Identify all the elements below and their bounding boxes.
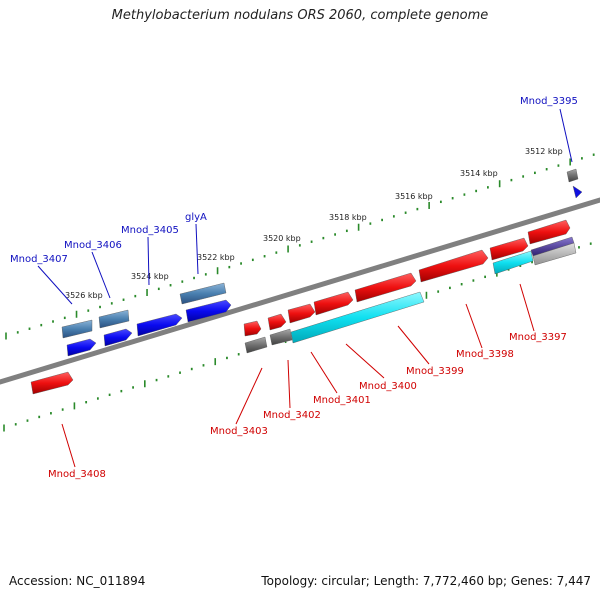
gene-label-mnod-3399[interactable]: Mnod_3399 [406,366,464,377]
accession-label: Accession: NC_011894 [9,574,146,588]
gene-label-mnod-3400[interactable]: Mnod_3400 [359,381,417,392]
genome-backbone [0,197,600,385]
gene-arrow-cyan[interactable] [492,250,534,275]
gene-label-mnod-3397[interactable]: Mnod_3397 [509,332,567,343]
scale-label-3514: 3514 kbp [460,169,498,178]
gene-arrow-blue[interactable] [136,313,183,337]
scale-label-3512: 3512 kbp [525,147,563,156]
gene-label-mnod-3398[interactable]: Mnod_3398 [456,349,514,360]
gene-arrow-red[interactable] [30,371,74,395]
scale-label-3518: 3518 kbp [329,213,367,222]
scale-label-3520: 3520 kbp [263,234,301,243]
gene-arrow-red[interactable] [287,303,316,324]
scale-label-3516: 3516 kbp [395,192,433,201]
gene-arrow-steel[interactable] [98,309,130,329]
gene-arrow-red[interactable] [354,272,417,303]
gene-arrow-red[interactable] [243,320,262,337]
gene-arrow-mnod-3395[interactable] [566,168,579,183]
gene-arrow-steel[interactable] [179,282,227,305]
gene-arrow-red[interactable] [418,249,489,283]
gene-arrows [30,168,583,395]
gene-arrow-lightgray[interactable] [532,242,577,266]
gene-label-mnod-3405[interactable]: Mnod_3405 [121,225,179,236]
gene-label-mnod-3406[interactable]: Mnod_3406 [64,240,122,251]
gene-arrow-blue[interactable] [103,328,133,347]
gene-arrow-blue[interactable] [66,338,97,357]
gene-label-mnod-3408[interactable]: Mnod_3408 [48,469,106,480]
gene-label-mnod-3395[interactable]: Mnod_3395 [520,96,578,107]
scale-label-3524: 3524 kbp [131,272,169,281]
scale-label-3522: 3522 kbp [197,253,235,262]
gene-arrow-blue[interactable] [185,299,232,323]
gene-arrow-gray[interactable] [244,336,268,354]
scale-labels: 3512 kbp 3514 kbp 3516 kbp 3518 kbp 3520… [65,147,563,300]
gene-arrow-gray[interactable] [269,328,293,346]
scale-label-3526: 3526 kbp [65,291,103,300]
gene-arrow-red[interactable] [527,219,571,245]
gene-labels-forward: Mnod_3397 Mnod_3398 Mnod_3399 Mnod_3400 … [48,332,567,480]
gene-arrow-red[interactable] [267,313,287,331]
scale-axis-upper [5,153,595,340]
genome-summary: Topology: circular; Length: 7,772,460 bp… [261,574,591,588]
leader-lines-reverse [37,108,573,305]
gene-arrow-steel[interactable] [61,319,93,339]
gene-arrow-red[interactable] [489,237,529,261]
gene-labels-reverse: Mnod_3395 Mnod_3405 glyA Mnod_3406 Mnod_… [10,96,578,265]
gene-label-mnod-3407[interactable]: Mnod_3407 [10,254,68,265]
map-title: Methylobacterium nodulans ORS 2060, comp… [111,8,489,23]
gene-arrow-red[interactable] [313,291,354,316]
gene-label-mnod-3403[interactable]: Mnod_3403 [210,426,268,437]
leader-lines-forward [61,283,535,468]
gene-arrow-cyan[interactable] [290,291,425,344]
gene-arrow-mnod-3395-tip[interactable] [572,185,583,199]
gene-label-mnod-3401[interactable]: Mnod_3401 [313,395,371,406]
gene-label-mnod-3402[interactable]: Mnod_3402 [263,410,321,421]
gene-label-glya[interactable]: glyA [185,212,207,223]
